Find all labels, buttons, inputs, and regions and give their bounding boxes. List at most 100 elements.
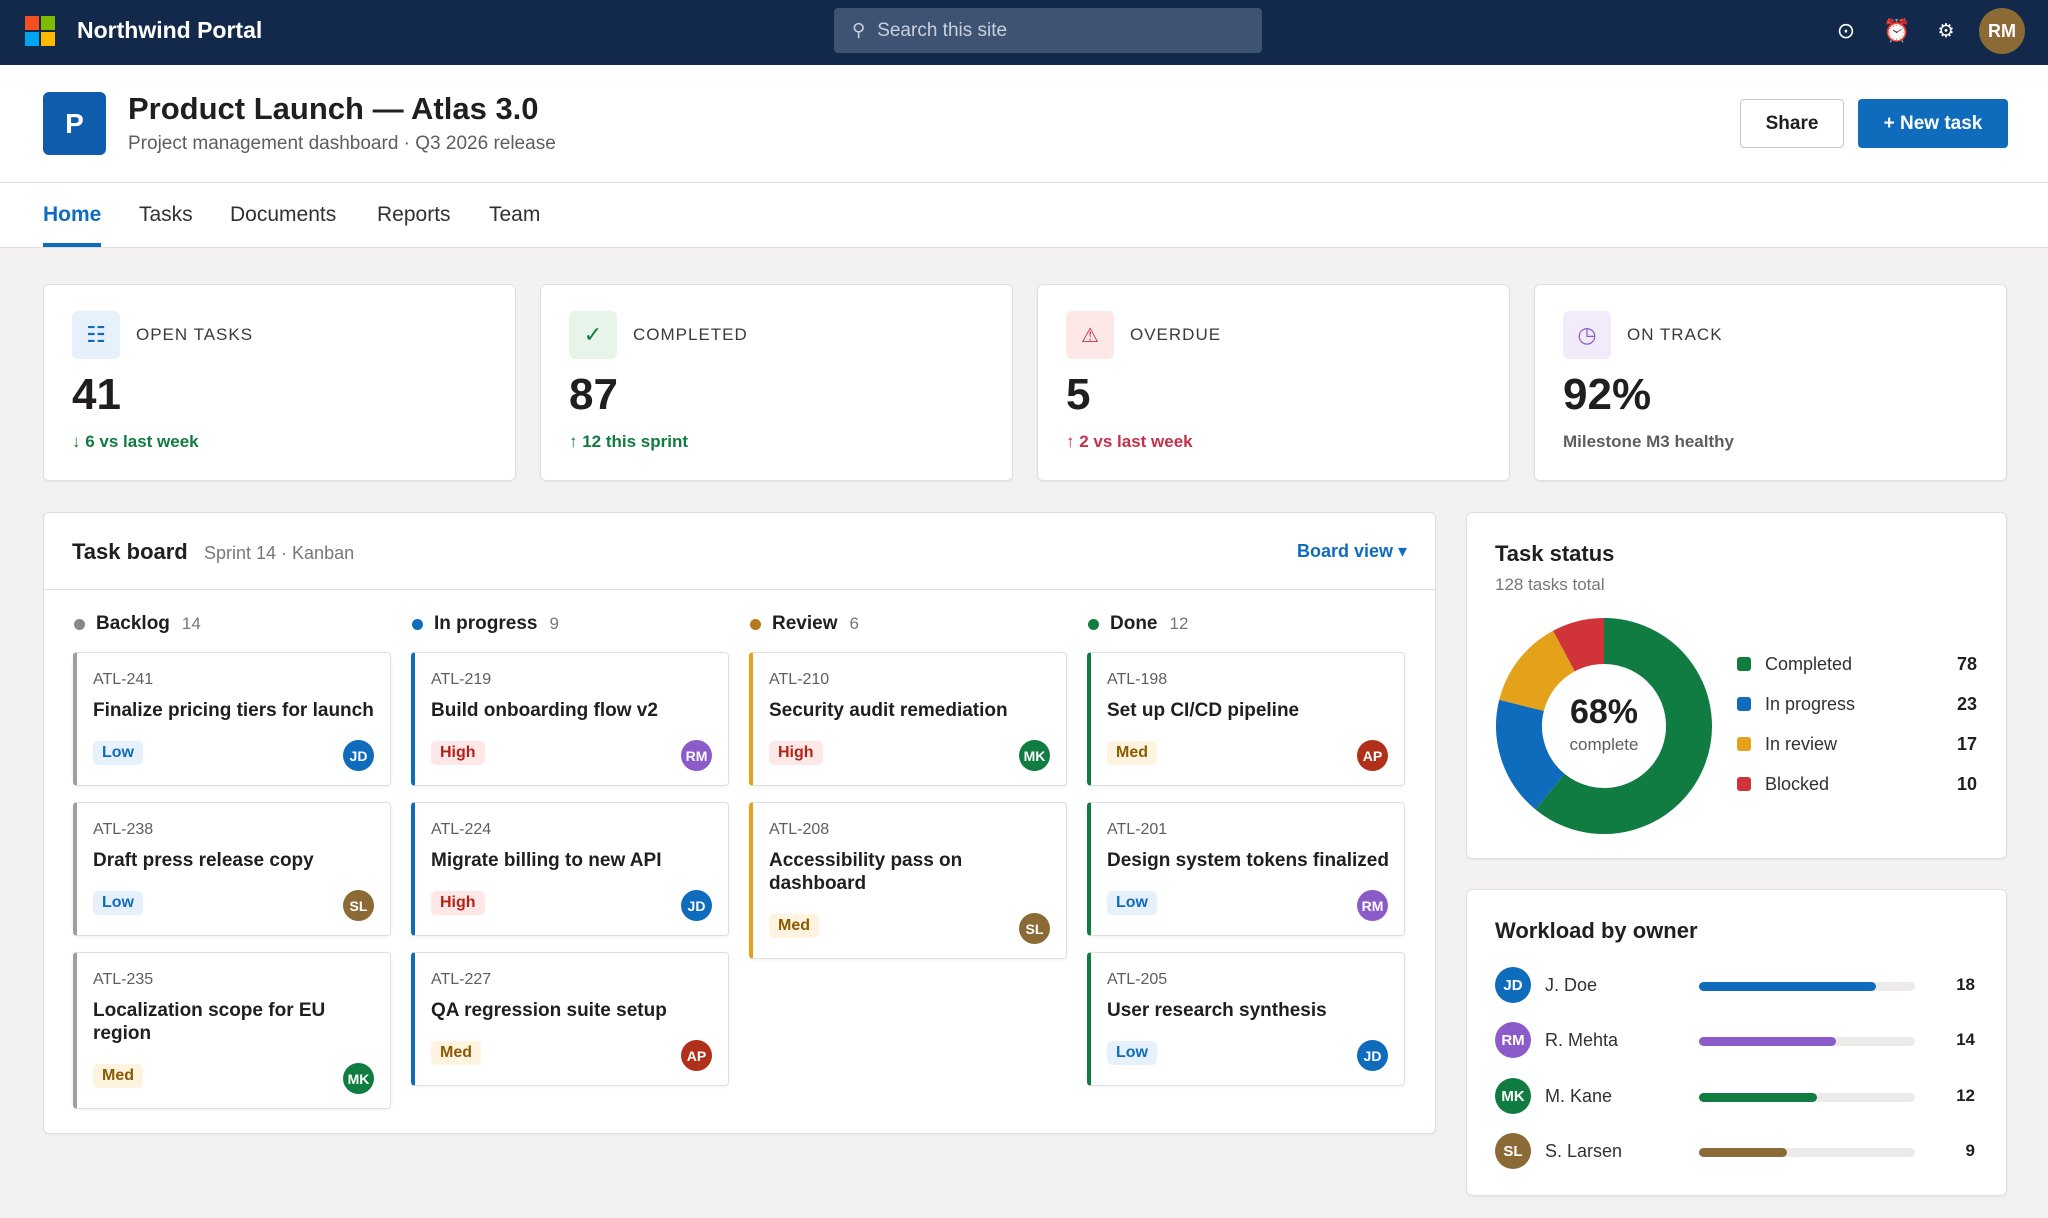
tab-team[interactable]: Team [489,203,541,226]
kpi-card-open-tasks[interactable]: ☷ OPEN TASKS 41 ↓ 6 vs last week [43,284,516,481]
task-title: Localization scope for EU region [93,1000,326,1044]
task-card[interactable]: ATL-241 Finalize pricing tiers for launc… [73,652,391,786]
page-title: Product Launch — Atlas 3.0 [128,91,539,126]
owner-avatar[interactable]: MK [343,1063,374,1094]
legend-label: Completed [1765,653,1853,674]
legend-swatch [1737,657,1751,671]
task-id: ATL-201 [1107,821,1168,838]
task-card[interactable]: ATL-227 QA regression suite setup Med AP [411,952,729,1086]
owner-avatar[interactable]: MK [1495,1078,1531,1114]
task-title: Design system tokens finalized [1107,850,1389,871]
task-id: ATL-205 [1107,971,1168,988]
column-count: 14 [181,614,201,633]
site-logo: P [43,92,106,155]
owner-name: M. Kane [1545,1086,1613,1106]
task-id: ATL-241 [93,671,154,688]
share-button[interactable]: Share [1740,99,1844,148]
tab-home[interactable]: Home [43,203,102,247]
task-title: Finalize pricing tiers for launch [93,700,374,721]
tab-documents[interactable]: Documents [230,203,337,226]
donut-slice-in-review[interactable] [1499,630,1576,712]
column-header-in-progress: In progress 9 [412,613,559,635]
task-card[interactable]: ATL-224 Migrate billing to new API High … [411,802,729,936]
legend-item-completed: Completed 78 [1737,651,1977,677]
kpi-card-on-track[interactable]: ◷ ON TRACK 92% Milestone M3 healthy [1534,284,2007,481]
status-dot [74,618,85,630]
task-card[interactable]: ATL-208 Accessibility pass on dashboard … [749,802,1067,959]
owner-avatar[interactable]: AP [681,1040,712,1071]
task-card[interactable]: ATL-210 Security audit remediation High … [749,652,1067,786]
new-task-button[interactable]: + New task [1858,99,2008,148]
owner-avatar[interactable]: SL [1495,1133,1531,1169]
clock-icon: ◷ [1563,311,1611,359]
column-name: Done [1110,613,1158,634]
workload-bar-fill [1699,1037,1837,1046]
app-launcher-logo-icon[interactable] [25,16,55,46]
owner-avatar[interactable]: SL [343,890,374,921]
task-card[interactable]: ATL-201 Design system tokens finalized L… [1087,802,1405,936]
workload-row: SL S. Larsen 9 [1495,1131,1975,1171]
donut-slice-in-progress[interactable] [1496,699,1566,810]
logo-square-red [25,16,39,30]
legend-item-in-progress: In progress 23 [1737,691,1977,717]
owner-avatar[interactable]: RM [1357,890,1388,921]
workload-bar-fill [1699,1148,1788,1157]
task-status-donut [1496,618,1712,834]
legend-label: In review [1765,733,1838,754]
column-header-backlog: Backlog 14 [74,613,201,635]
task-id: ATL-238 [93,821,154,838]
board-view-dropdown[interactable]: Board view ▾ [1297,541,1408,561]
workload-value: 9 [1965,1141,1975,1160]
site-name[interactable]: Northwind Portal [77,17,263,43]
kpi-delta: Milestone M3 healthy [1563,432,1734,451]
alarm-icon[interactable]: ⏰ [1883,18,1911,43]
donut-slice-completed[interactable] [1535,618,1712,834]
task-card[interactable]: ATL-198 Set up CI/CD pipeline Med AP [1087,652,1405,786]
search-icon: ⚲ [852,20,866,40]
owner-avatar[interactable]: JD [343,740,374,771]
tab-tasks[interactable]: Tasks [139,203,193,226]
task-title: Accessibility pass on dashboard [769,850,963,894]
column-count: 9 [549,614,559,633]
kpi-delta: ↑ 12 this sprint [569,432,689,451]
task-title: QA regression suite setup [431,1000,667,1021]
search-input[interactable] [877,19,1238,42]
task-id: ATL-208 [769,821,830,838]
page-subtitle: Project management dashboard · Q3 2026 r… [128,133,556,154]
help-icon[interactable]: ⊙ [1836,18,1856,43]
priority-badge: Low [93,891,143,915]
priority-badge: Med [93,1064,143,1088]
task-card[interactable]: ATL-205 User research synthesis Low JD [1087,952,1405,1086]
column-count: 6 [849,614,859,633]
kpi-card-overdue[interactable]: ⚠ OVERDUE 5 ↑ 2 vs last week [1037,284,1510,481]
owner-avatar[interactable]: MK [1019,740,1050,771]
kpi-value: 87 [569,370,618,419]
owner-avatar[interactable]: RM [1495,1022,1531,1058]
owner-avatar[interactable]: JD [1357,1040,1388,1071]
priority-badge: Med [769,914,819,938]
settings-gear-icon[interactable]: ⚙ [1937,21,1955,42]
task-card[interactable]: ATL-238 Draft press release copy Low SL [73,802,391,936]
owner-avatar[interactable]: SL [1019,913,1050,944]
search-box[interactable]: ⚲ [834,8,1262,53]
warning-icon: ⚠ [1066,311,1114,359]
site-navigation: Home Tasks Documents Reports Team [0,183,2048,248]
kpi-card-completed[interactable]: ✓ COMPLETED 87 ↑ 12 this sprint [540,284,1013,481]
owner-avatar[interactable]: AP [1357,740,1388,771]
task-card[interactable]: ATL-219 Build onboarding flow v2 High RM [411,652,729,786]
donut-center-label: complete [1569,735,1639,754]
tab-reports[interactable]: Reports [377,203,451,226]
legend-label: Blocked [1765,773,1830,794]
owner-name: R. Mehta [1545,1030,1619,1050]
task-card[interactable]: ATL-235 Localization scope for EU region… [73,952,391,1109]
owner-avatar[interactable]: RM [681,740,712,771]
owner-avatar[interactable]: JD [1495,967,1531,1003]
donut-slice-blocked[interactable] [1553,618,1605,672]
user-avatar[interactable]: RM [1979,8,2025,54]
workload-bar-fill [1699,1093,1817,1102]
task-id: ATL-210 [769,671,830,688]
owner-avatar[interactable]: JD [681,890,712,921]
legend-item-in-review: In review 17 [1737,731,1977,757]
column-name: Backlog [96,613,170,634]
task-board-title: Task board [72,539,188,564]
